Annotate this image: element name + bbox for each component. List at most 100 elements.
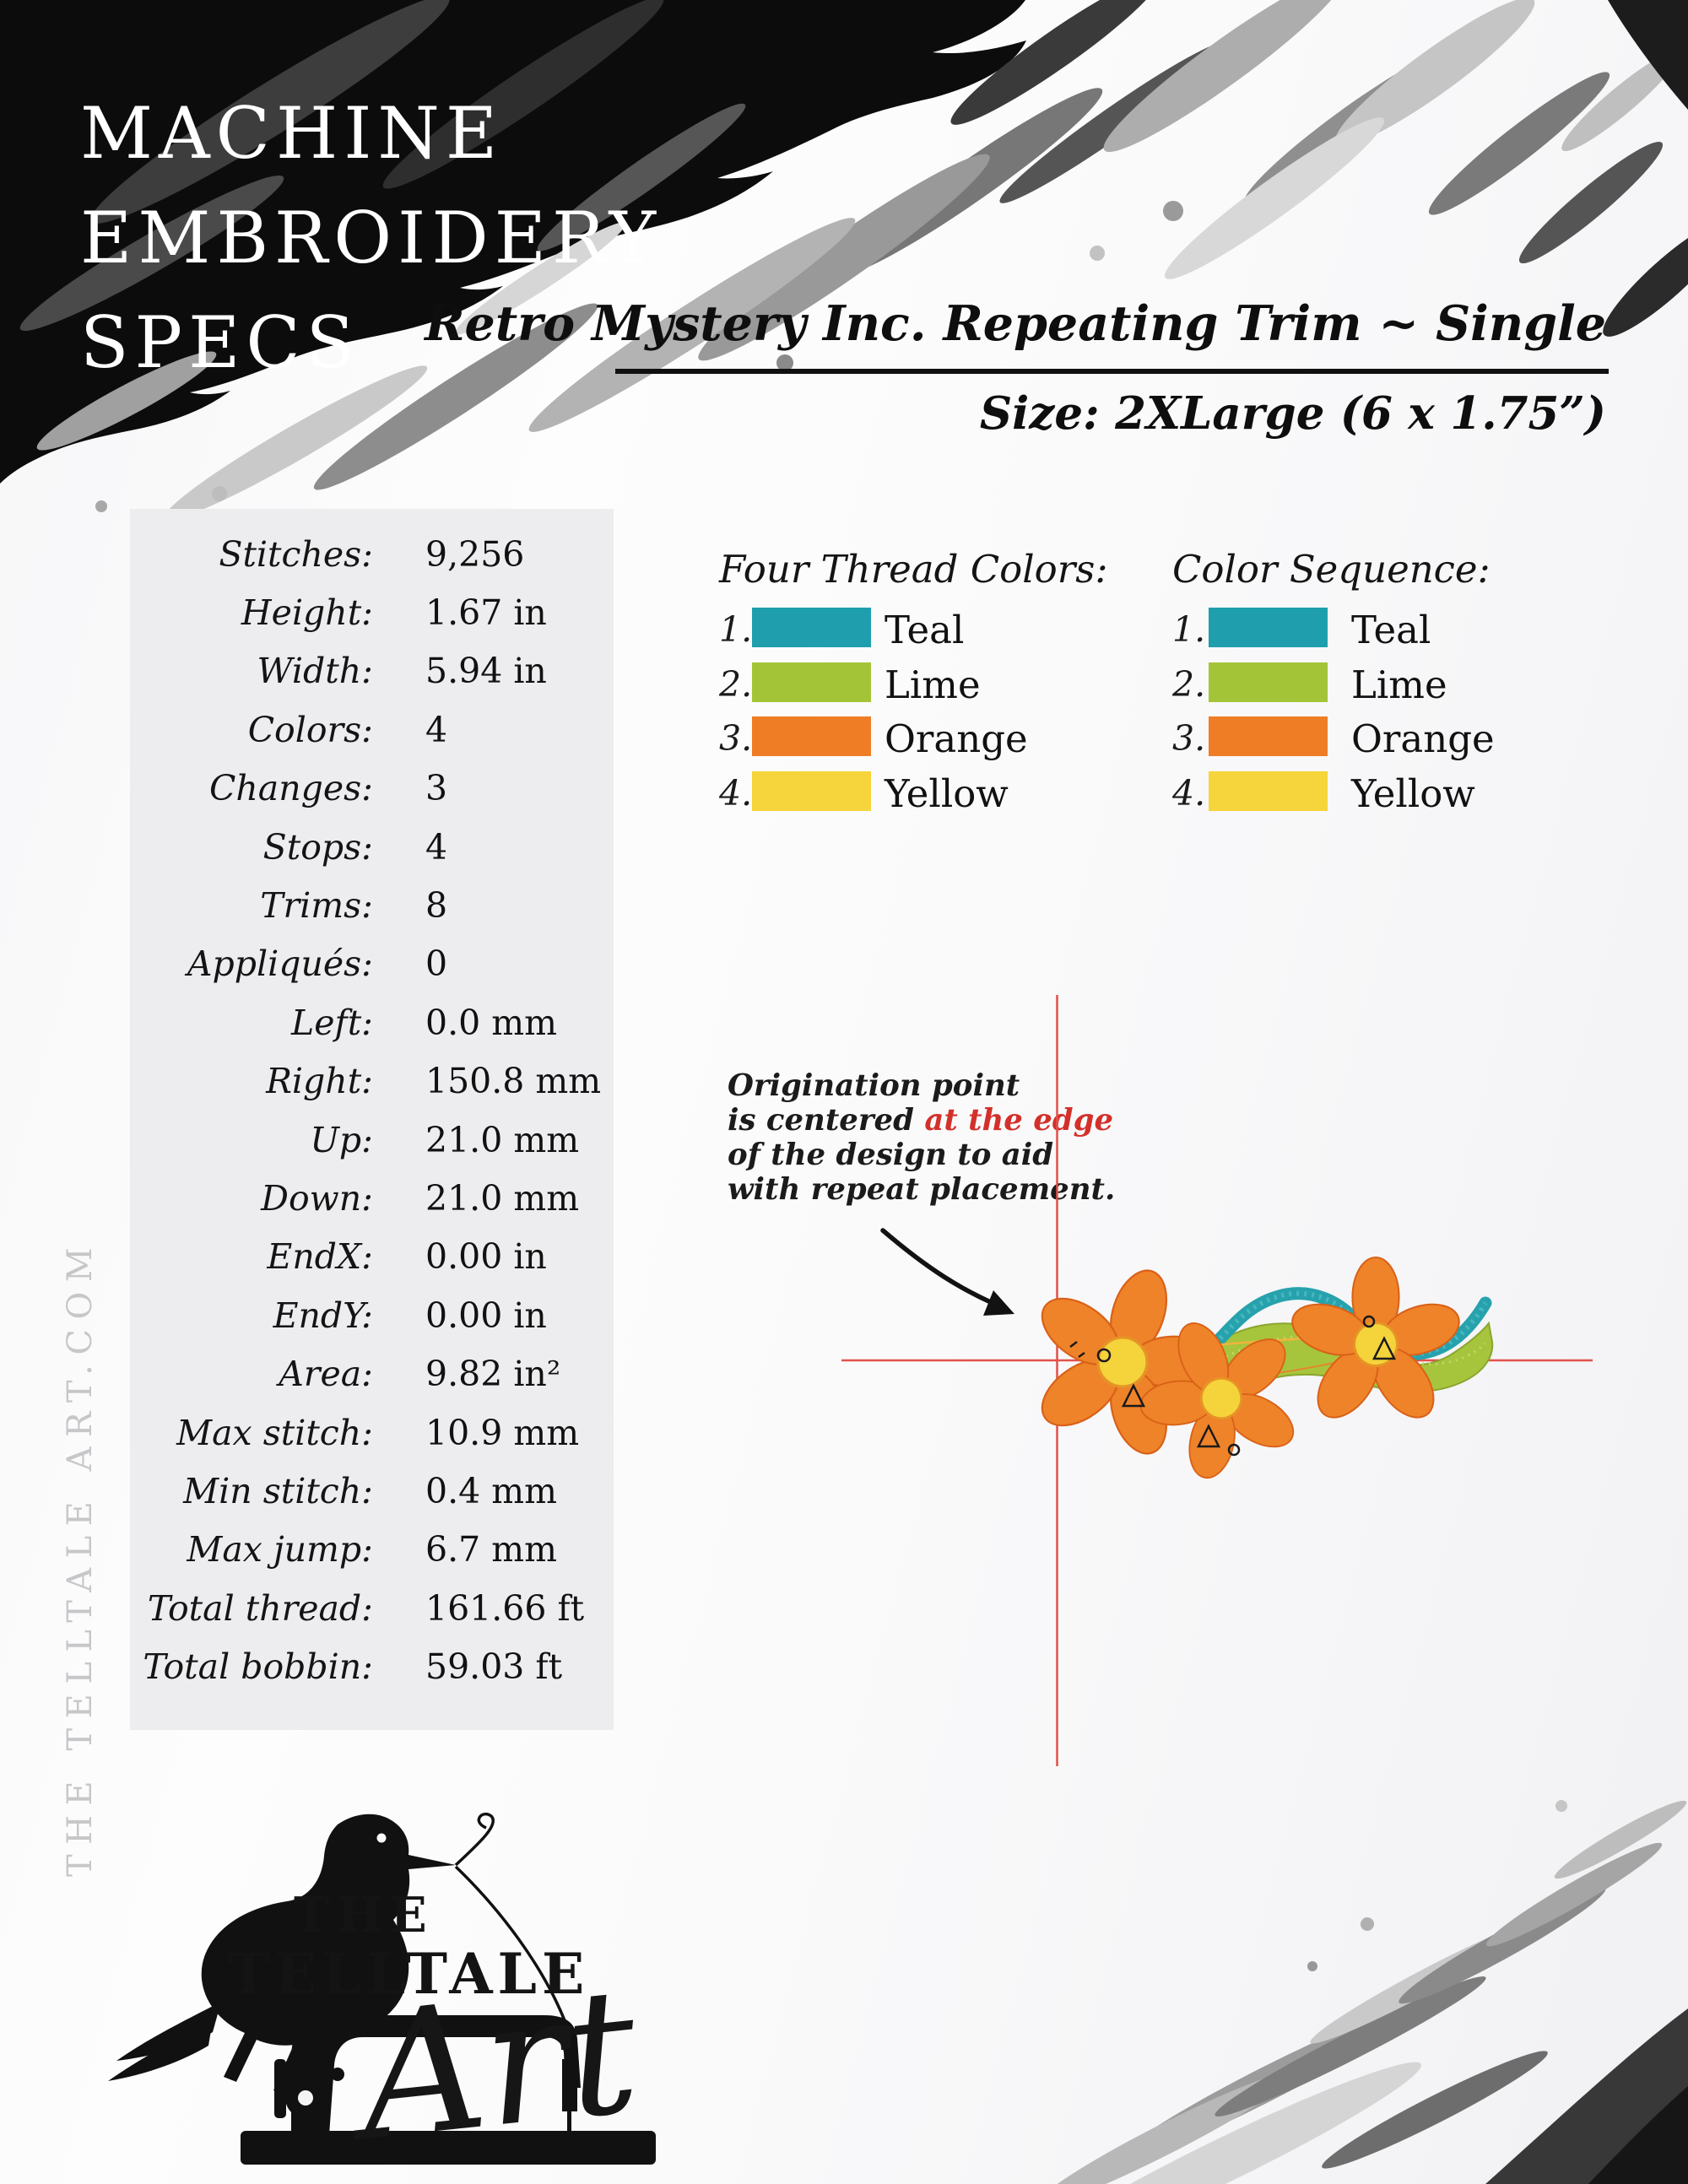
- origination-note: Origination point is centered at the edg…: [728, 1068, 1115, 1207]
- marker-circle: [1096, 1348, 1112, 1363]
- stat-value: 3: [425, 768, 448, 809]
- stat-value: 150.8 mm: [425, 1061, 602, 1102]
- stat-label: Total thread:: [147, 1587, 373, 1629]
- stat-value: 21.0 mm: [425, 1177, 580, 1219]
- stat-row: Total bobbin: 59.03 ft: [130, 1637, 614, 1695]
- stat-label: Appliqués:: [187, 943, 373, 985]
- thread-color-name: Lime: [885, 662, 981, 707]
- logo-word-art: Art: [349, 1950, 647, 2180]
- stat-label: Trims:: [260, 885, 373, 927]
- stat-label: EndY:: [273, 1295, 373, 1336]
- embroidery-design: [1041, 1256, 1494, 1479]
- color-sequence-swatch: [1209, 771, 1328, 811]
- color-sequence-name: Yellow: [1351, 771, 1475, 816]
- marker-circle: [1362, 1315, 1376, 1328]
- marker-triangle: [1121, 1383, 1146, 1408]
- color-sequence-heading: Color Sequence:: [1172, 547, 1491, 592]
- crow-eye: [376, 1833, 387, 1843]
- color-sequence-item: 2. Lime: [1172, 662, 1628, 707]
- thread-color-name: Yellow: [885, 771, 1009, 816]
- stat-value: 161.66 ft: [425, 1587, 585, 1629]
- stat-value: 9,256: [425, 533, 525, 575]
- stat-value: 4: [425, 826, 448, 868]
- color-sequence-item: 1. Teal: [1172, 608, 1628, 652]
- marker-triangle: [1196, 1424, 1221, 1448]
- stat-label: Max jump:: [187, 1529, 373, 1570]
- flower-center: [1199, 1376, 1243, 1420]
- color-sequence-swatch: [1209, 716, 1328, 756]
- stat-label: Stitches:: [219, 533, 373, 575]
- thread-color-swatch: [752, 662, 871, 702]
- page-title-line1: MACHINE: [80, 92, 504, 175]
- brush-footer-art: [1026, 1800, 1688, 2184]
- color-sequence-name: Lime: [1351, 662, 1447, 707]
- stat-label: Colors:: [247, 709, 373, 750]
- watermark-url: THE TELLTALE ART.COM: [61, 1237, 100, 1877]
- thread-color-swatch: [752, 608, 871, 647]
- stat-label: Stops:: [262, 826, 373, 868]
- flower-middle: [1139, 1322, 1295, 1479]
- thread-color-item: 2. Lime: [719, 662, 1175, 707]
- stat-row: EndY: 0.00 in: [130, 1286, 614, 1344]
- thread-color-number: 3.: [719, 718, 753, 759]
- thread-color-item: 4. Yellow: [719, 771, 1175, 816]
- stat-label: Changes:: [209, 768, 373, 809]
- color-sequence-number: 4.: [1172, 773, 1206, 814]
- thread-colors-section: Four Thread Colors: 1. Teal 2. Lime 3. O…: [719, 547, 1175, 825]
- stat-row: Max jump: 6.7 mm: [130, 1521, 614, 1579]
- stat-label: Height:: [241, 592, 373, 634]
- brush-header-art: [0, 0, 1688, 521]
- stat-value: 4: [425, 709, 448, 750]
- flower-right: [1291, 1256, 1460, 1419]
- page-title-line2: EMBROIDERY: [80, 197, 663, 279]
- stat-label: Max stitch:: [176, 1412, 373, 1453]
- design-title: Retro Mystery Inc. Repeating Trim ~ Sing…: [425, 295, 1606, 352]
- stat-row: Max stitch: 10.9 mm: [130, 1403, 614, 1462]
- thread-color-swatch: [752, 716, 871, 756]
- stat-row: Colors: 4: [130, 700, 614, 759]
- flower-center: [1352, 1321, 1399, 1368]
- thread-color-number: 4.: [719, 773, 753, 814]
- crow-illustration: [108, 1812, 576, 2094]
- thread-color-name: Orange: [885, 716, 1028, 761]
- size-label: Size: 2XLarge (6 x 1.75”): [979, 387, 1606, 440]
- stats-panel: Stitches: 9,256 Height: 1.67 in Width: 5.94…: [130, 509, 614, 1730]
- header-divider-rule: [615, 369, 1609, 374]
- page-title-line3: SPECS: [80, 301, 361, 384]
- stat-label: Area:: [279, 1354, 373, 1395]
- thread-loop: [454, 1812, 495, 1867]
- stat-row: Width: 5.94 in: [130, 642, 614, 700]
- stat-row: Down: 21.0 mm: [130, 1169, 614, 1227]
- stat-label: EndX:: [267, 1236, 373, 1278]
- origination-note-line2: is centered at the edge: [728, 1103, 1114, 1138]
- stat-row: EndX: 0.00 in: [130, 1228, 614, 1286]
- origination-note-highlight: at the edge: [924, 1103, 1114, 1138]
- stat-row: Area: 9.82 in²: [130, 1344, 614, 1403]
- origination-note-line1: Origination point: [728, 1068, 1020, 1103]
- stat-value: 6.7 mm: [425, 1529, 557, 1570]
- marker-circle: [1227, 1443, 1241, 1457]
- page-title: MACHINE EMBROIDERY SPECS: [80, 81, 662, 395]
- stat-value: 0.0 mm: [425, 1002, 557, 1043]
- thread-color-number: 2.: [719, 664, 753, 705]
- logo-word-telltale: TELLTALE: [228, 1941, 590, 2007]
- inner-gray-streaks: [19, 0, 746, 331]
- top-right-gray-streaks: [95, 0, 1688, 512]
- stat-value: 0.4 mm: [425, 1470, 557, 1511]
- stat-value: 9.82 in²: [425, 1354, 561, 1395]
- stat-label: Left:: [291, 1002, 373, 1043]
- marker-tick: [1069, 1341, 1085, 1359]
- stat-label: Min stitch:: [183, 1470, 373, 1511]
- stat-row: Trims: 8: [130, 876, 614, 934]
- stat-row: Left: 0.0 mm: [130, 993, 614, 1051]
- thread-color-item: 3. Orange: [719, 716, 1175, 761]
- stat-value: 10.9 mm: [425, 1412, 580, 1453]
- stitch-markers: [1069, 1315, 1397, 1457]
- stat-value: 59.03 ft: [425, 1646, 563, 1688]
- thread-color-name: Teal: [885, 608, 965, 652]
- origination-note-line3: of the design to aid: [728, 1138, 1054, 1172]
- stat-value: 21.0 mm: [425, 1119, 580, 1160]
- thread-color-swatch: [752, 771, 871, 811]
- color-sequence-number: 3.: [1172, 718, 1206, 759]
- origination-note-line4: with repeat placement.: [728, 1172, 1116, 1207]
